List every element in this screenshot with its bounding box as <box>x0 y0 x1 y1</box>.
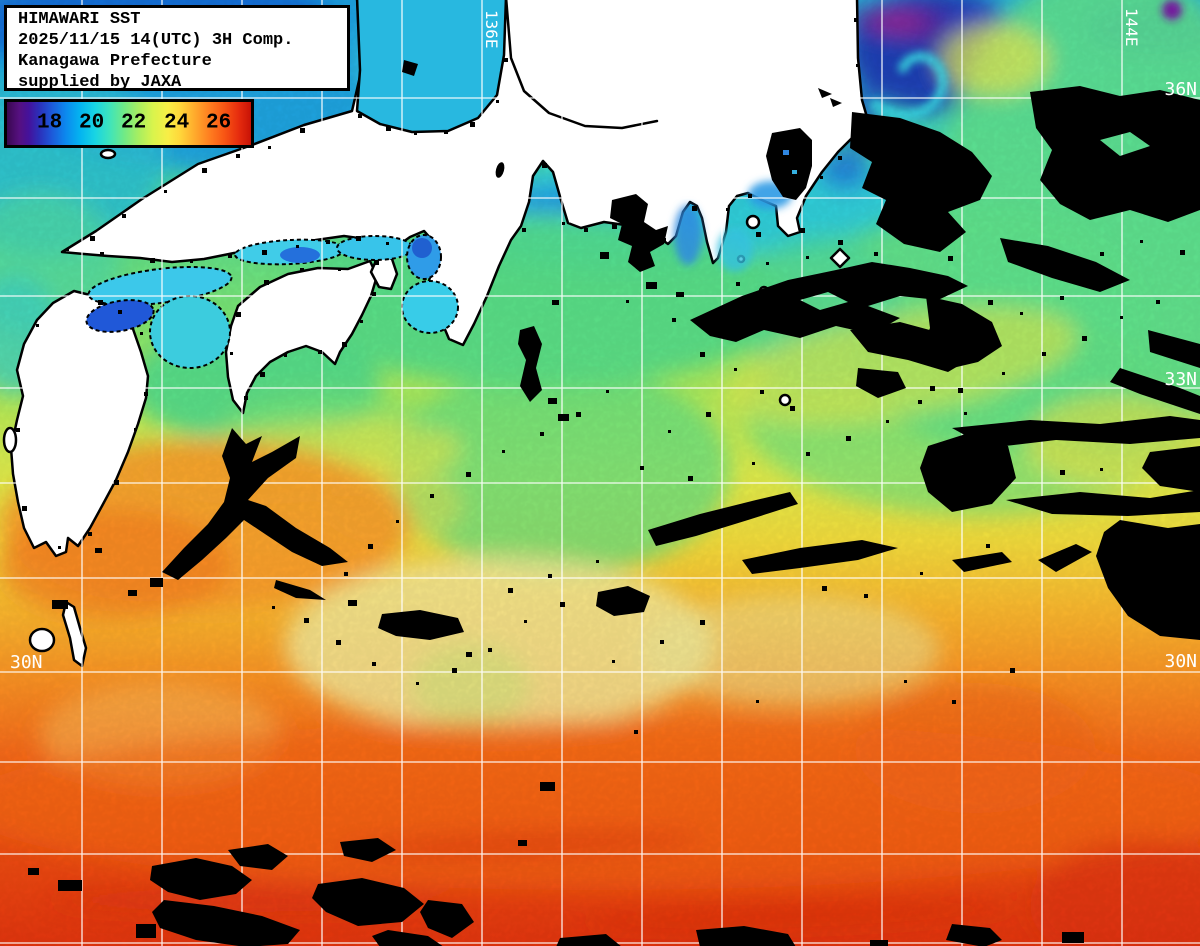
bay-cold-water <box>674 181 792 272</box>
lat-label-33n-right: 33N <box>1164 369 1197 390</box>
lake-biwa <box>495 162 505 178</box>
info-datetime: 2025/11/15 14(UTC) 3H Comp. <box>18 31 294 50</box>
land-islet-diamond <box>829 247 851 269</box>
lon-label-136e: 136E <box>482 10 501 49</box>
info-region: Kanagawa Prefecture <box>18 52 212 71</box>
cloud-kasumigaura <box>818 88 842 107</box>
lat-label-30n-left: 30N <box>10 652 43 673</box>
land-honshu <box>60 0 871 347</box>
colorbar-tick-26: 26 <box>206 111 232 135</box>
info-box: HIMAWARI SST 2025/11/15 14(UTC) 3H Comp.… <box>4 5 350 92</box>
colorbar-tick-22: 22 <box>121 111 147 135</box>
land-koshiki-island <box>2 426 18 454</box>
land-yakushima-island <box>28 627 56 653</box>
lat-label-30n-right: 30N <box>1164 651 1197 672</box>
info-source: supplied by JAXA <box>18 73 182 92</box>
land-masses <box>2 0 871 668</box>
grid-labels: 136E 144E 36N 33N 30N 33N 30N <box>10 8 1197 673</box>
land-izu-oshima-island <box>745 214 761 230</box>
lat-label-36n-right: 36N <box>1164 79 1197 100</box>
land-kyushu <box>9 289 150 558</box>
colorbar-tick-24: 24 <box>164 111 190 135</box>
land-hachijo-island <box>778 393 792 407</box>
colorbar-tick-20: 20 <box>79 111 105 135</box>
colorbar-gradient <box>7 102 251 145</box>
temperature-colorbar: 18 20 22 24 26 <box>4 99 254 148</box>
colorbar-tick-18: 18 <box>37 111 63 135</box>
land-oki-island <box>99 148 117 160</box>
land-shikoku <box>224 259 379 415</box>
info-title: HIMAWARI SST <box>18 10 141 29</box>
lon-label-144e: 144E <box>1122 8 1141 47</box>
lat-label-33n-left: 33N <box>28 380 61 401</box>
cloud-tokyo-bay <box>766 128 812 200</box>
cloud-no-data-masks <box>16 18 1200 946</box>
